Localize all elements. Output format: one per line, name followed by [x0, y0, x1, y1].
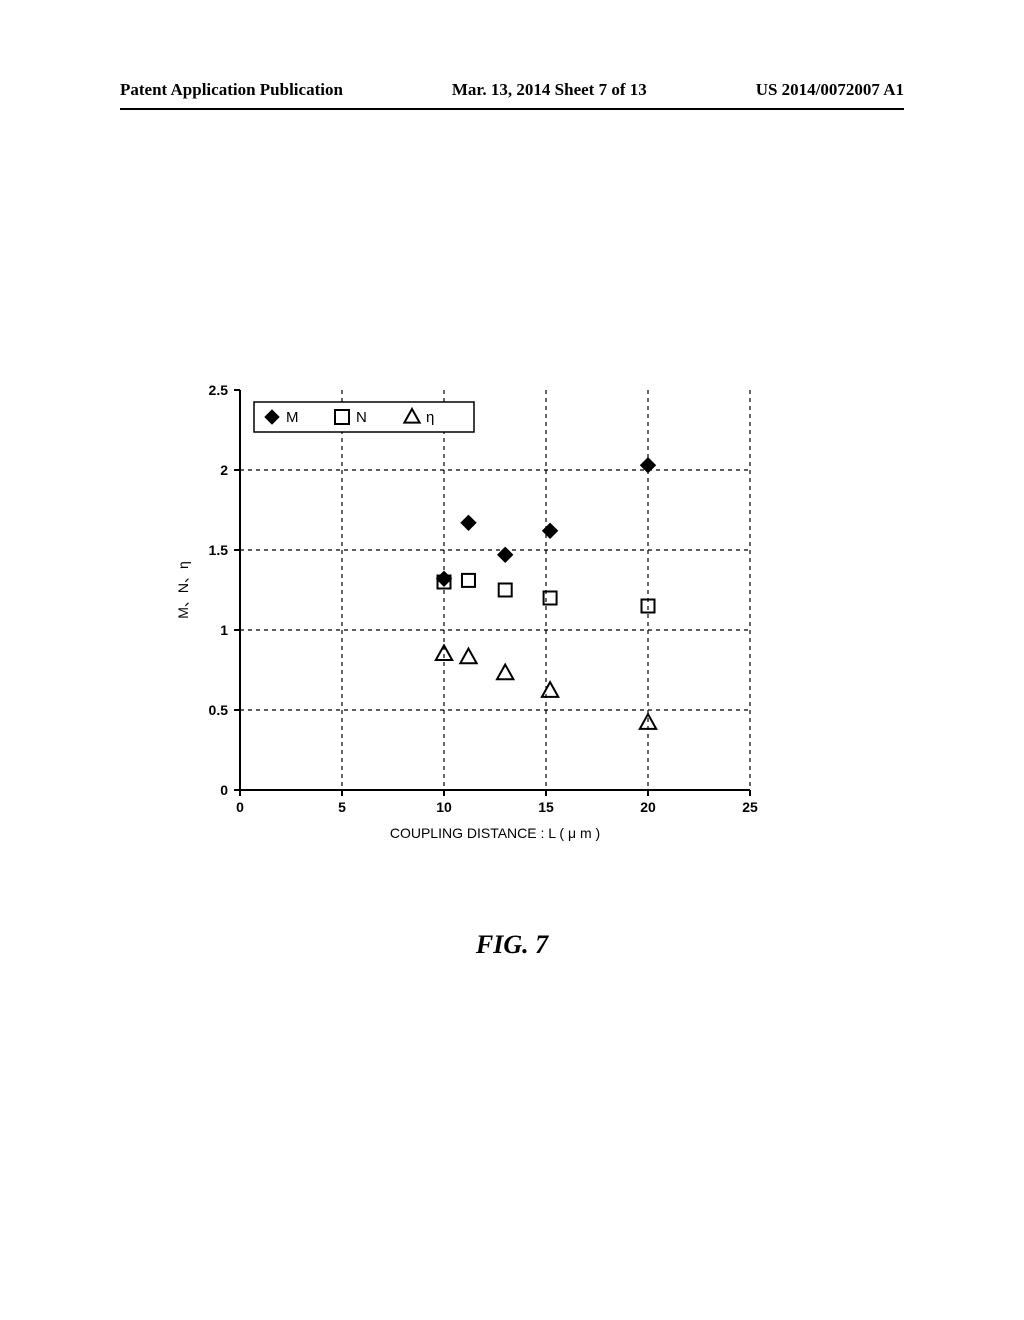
svg-text:2: 2 — [220, 462, 228, 478]
svg-text:10: 10 — [436, 799, 452, 815]
page-header: Patent Application Publication Mar. 13, … — [0, 80, 1024, 100]
data-point — [437, 571, 452, 586]
data-point — [461, 515, 476, 530]
svg-text:M: M — [286, 409, 299, 426]
svg-text:0: 0 — [220, 782, 228, 798]
header-divider — [120, 108, 904, 110]
header-left: Patent Application Publication — [120, 80, 343, 100]
data-point — [497, 665, 513, 680]
svg-text:1: 1 — [220, 622, 228, 638]
svg-text:1.5: 1.5 — [209, 542, 229, 558]
svg-text:5: 5 — [338, 799, 346, 815]
svg-text:0: 0 — [236, 799, 244, 815]
chart-plot-area: 0 5 10 15 20 25 0 0.5 1 1.5 2 2.5 COUPLING DISTANCE … — [170, 380, 770, 850]
header-center: Mar. 13, 2014 Sheet 7 of 13 — [452, 80, 647, 100]
scatter-chart: 0 5 10 15 20 25 0 0.5 1 1.5 2 2.5 COUPLING DISTANCE … — [170, 380, 770, 850]
data-point — [542, 682, 558, 697]
svg-text:COUPLING DISTANCE : L ( μ m ): COUPLING DISTANCE : L ( μ m ) — [390, 825, 600, 841]
svg-text:20: 20 — [640, 799, 656, 815]
svg-text:25: 25 — [742, 799, 758, 815]
data-point — [543, 523, 558, 538]
svg-text:15: 15 — [538, 799, 554, 815]
svg-text:N: N — [356, 409, 367, 426]
header-right: US 2014/0072007 A1 — [756, 80, 904, 100]
data-point — [499, 584, 512, 597]
svg-text:0.5: 0.5 — [209, 702, 229, 718]
svg-text:η: η — [426, 409, 434, 426]
figure-caption: FIG. 7 — [0, 930, 1024, 960]
data-point — [460, 649, 476, 664]
data-point — [462, 574, 475, 587]
svg-text:2.5: 2.5 — [209, 382, 229, 398]
svg-text:M、N、η: M、N、η — [175, 561, 191, 619]
